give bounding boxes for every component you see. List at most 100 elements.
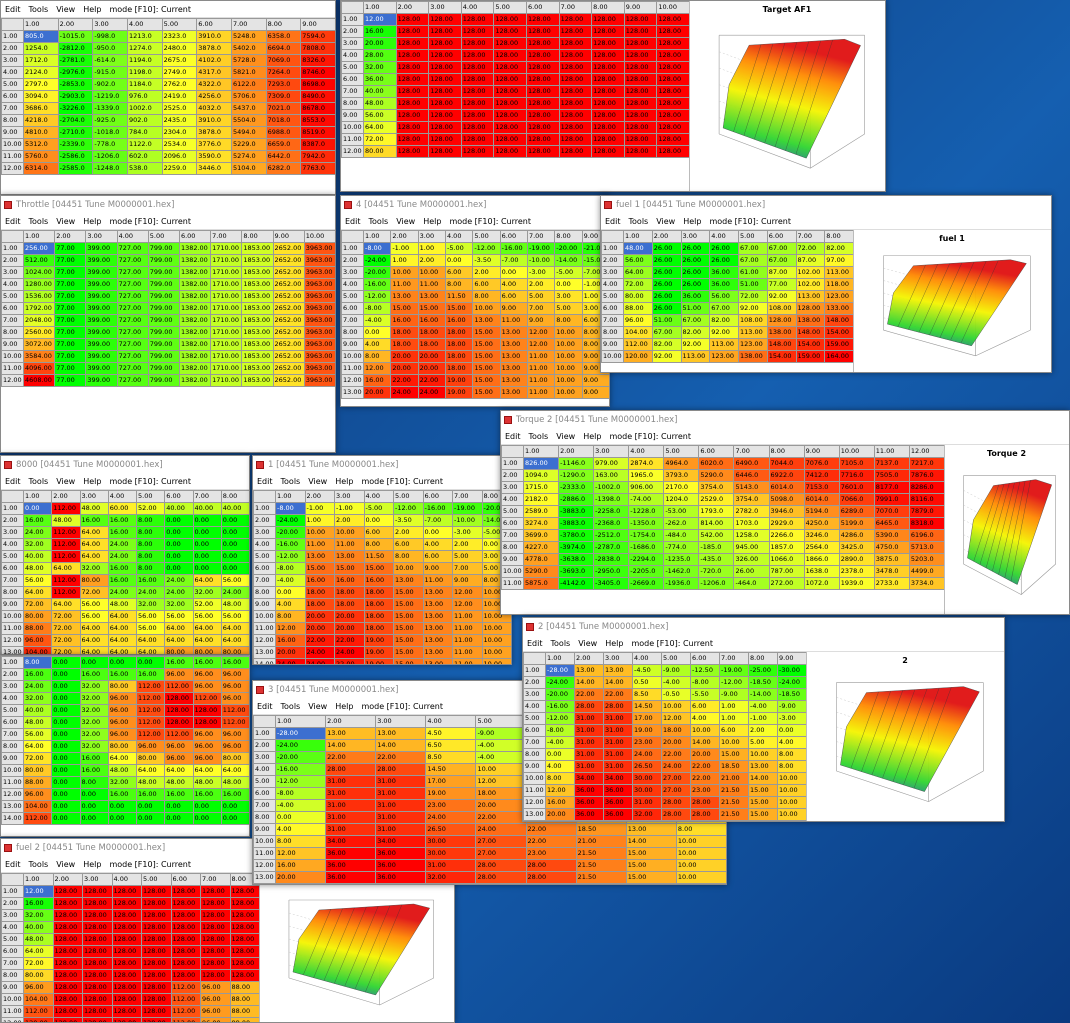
table-cell[interactable]: 3776.0	[196, 138, 232, 151]
table-cell[interactable]: 12.00	[526, 338, 556, 351]
table-cell[interactable]: 22.00	[375, 751, 427, 764]
table-cell[interactable]: 24.00	[220, 586, 249, 599]
table-cell[interactable]: 28.00	[325, 763, 377, 776]
table-cell[interactable]: 15.00	[334, 562, 365, 575]
table-cell[interactable]: 6446.0	[733, 469, 770, 482]
table-cell[interactable]: 56.00	[220, 610, 249, 623]
table-cell[interactable]: 1258.0	[733, 529, 770, 542]
table-cell[interactable]: 80.00	[164, 646, 194, 654]
menu-item[interactable]: Help	[683, 216, 702, 226]
table-cell[interactable]: 5821.0	[230, 66, 267, 79]
table-cell[interactable]: 6922.0	[768, 469, 805, 482]
table-cell[interactable]: -12.50	[690, 664, 720, 677]
table-cell[interactable]: 16.00	[220, 656, 249, 669]
table-cell[interactable]: 128.00	[229, 897, 259, 910]
table-cell[interactable]: 128.00	[656, 145, 689, 158]
table-cell[interactable]: 0.00	[192, 538, 222, 551]
table-cell[interactable]: 3910.0	[196, 114, 232, 127]
table-cell[interactable]: 16.00	[107, 788, 138, 801]
table-cell[interactable]: 256.00	[22, 242, 56, 255]
table-cell[interactable]: 64.00	[22, 586, 53, 599]
table-cell[interactable]: 18.00	[363, 586, 394, 599]
table-cell[interactable]: 1382.00	[178, 374, 212, 387]
table-cell[interactable]: 7942.0	[300, 150, 335, 163]
table-cell[interactable]: 112.00	[135, 680, 166, 693]
table-cell[interactable]: 22.00	[525, 835, 577, 848]
table-cell[interactable]: 72.00	[795, 242, 826, 255]
table-cell[interactable]: 2652.00	[272, 302, 305, 315]
table-cell[interactable]: 3094.0	[23, 90, 59, 103]
table-cell[interactable]: 15.00	[472, 374, 501, 387]
table-cell[interactable]: 18.00	[334, 598, 365, 611]
table-cell[interactable]: 18.00	[363, 598, 394, 611]
table-cell[interactable]: 399.00	[85, 290, 118, 303]
table-cell[interactable]: 2.00	[526, 278, 556, 291]
table-cell[interactable]: 128.00	[558, 121, 593, 134]
table-cell[interactable]: 36.00	[325, 847, 377, 860]
table-cell[interactable]: 1382.00	[178, 278, 212, 291]
table-cell[interactable]: 20.00	[334, 622, 365, 635]
table-cell[interactable]: 799.00	[147, 338, 180, 351]
table-cell[interactable]: 128.00	[460, 49, 495, 62]
table-cell[interactable]: -20.00	[545, 688, 575, 701]
table-cell[interactable]: 30.00	[632, 772, 662, 785]
table-cell[interactable]: 4286.0	[838, 529, 875, 542]
table-cell[interactable]: 128.00	[82, 993, 113, 1006]
table-cell[interactable]: 6.00	[719, 724, 749, 737]
table-cell[interactable]: 15.00	[393, 658, 424, 664]
table-cell[interactable]: 72.00	[51, 610, 81, 623]
table-cell[interactable]: 80.00	[23, 969, 54, 982]
table-cell[interactable]: 10.00	[675, 835, 726, 848]
table-cell[interactable]: 2749.0	[161, 66, 198, 79]
table-cell[interactable]: 3963.00	[303, 314, 335, 327]
table-cell[interactable]: 128.00	[795, 302, 826, 315]
table-cell[interactable]: 24.00	[275, 658, 306, 664]
table-cell[interactable]: 128.00	[656, 85, 689, 98]
table-cell[interactable]: 96.00	[23, 981, 54, 994]
menu-item[interactable]: Help	[583, 431, 602, 441]
table-cell[interactable]: 113.00	[709, 338, 739, 351]
table-cell[interactable]: 7763.0	[300, 162, 335, 175]
table-cell[interactable]: 15.00	[393, 598, 424, 611]
table-cell[interactable]: 36.00	[363, 73, 397, 86]
table-cell[interactable]: 128.00	[395, 133, 430, 146]
table-cell[interactable]: 0.00	[51, 752, 81, 765]
table-cell[interactable]: 26.00	[680, 278, 711, 291]
table-cell[interactable]: 5494.0	[230, 126, 267, 139]
table-cell[interactable]: 6014.0	[803, 493, 840, 506]
table-cell[interactable]: 12.00	[275, 622, 306, 635]
table-cell[interactable]: 10.00	[481, 634, 511, 647]
table-cell[interactable]: 48.00	[164, 776, 194, 789]
table-cell[interactable]: 1002.0	[126, 102, 163, 115]
table-cell[interactable]: 72.00	[51, 646, 81, 654]
table-cell[interactable]: 40.00	[22, 550, 53, 563]
table-cell[interactable]: 4322.0	[196, 78, 232, 91]
table-cell[interactable]: -3405.0	[593, 577, 630, 590]
table-cell[interactable]: 0.00	[51, 692, 81, 705]
table-cell[interactable]: 8.00	[363, 538, 394, 551]
table-cell[interactable]: 1853.00	[241, 290, 274, 303]
table-cell[interactable]: 96.00	[200, 1017, 231, 1022]
table-cell[interactable]: 20.00	[275, 646, 306, 659]
table-cell[interactable]: 1853.00	[241, 338, 274, 351]
table-cell[interactable]: 12.00	[23, 885, 54, 898]
table-cell[interactable]: -915.0	[92, 66, 128, 79]
table-cell[interactable]: 13.00	[422, 634, 453, 647]
table-cell[interactable]: 96.00	[135, 740, 166, 753]
table-cell[interactable]: -484.0	[663, 529, 700, 542]
table-cell[interactable]: 31.00	[375, 823, 427, 836]
table-cell[interactable]: 14.50	[632, 700, 662, 713]
table-cell[interactable]: 0.00	[79, 656, 109, 669]
table-cell[interactable]: 18.00	[390, 326, 419, 339]
table-cell[interactable]: 32.00	[164, 598, 194, 611]
table-cell[interactable]: 0.00	[51, 812, 81, 825]
table-cell[interactable]: 2534.0	[161, 138, 198, 151]
table-cell[interactable]: 128.00	[111, 969, 142, 982]
table-cell[interactable]: 16.00	[362, 374, 392, 387]
table-cell[interactable]: 128.00	[395, 37, 430, 50]
table-cell[interactable]: 128.00	[52, 933, 83, 946]
table-cell[interactable]: -4.50	[632, 664, 662, 677]
table-cell[interactable]: 128.00	[52, 945, 83, 958]
table-cell[interactable]: 3963.00	[303, 326, 335, 339]
table-cell[interactable]: 0.00	[51, 776, 81, 789]
